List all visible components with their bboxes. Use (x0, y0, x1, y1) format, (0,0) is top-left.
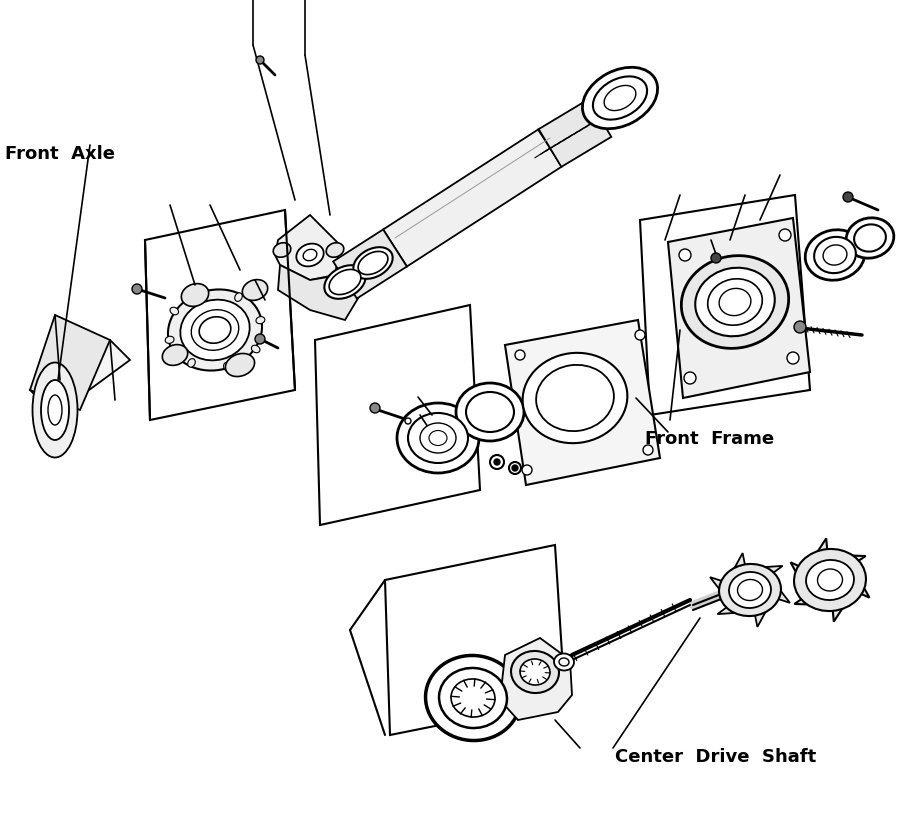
Circle shape (370, 403, 380, 413)
Ellipse shape (806, 560, 854, 600)
Ellipse shape (180, 300, 250, 360)
Circle shape (132, 284, 142, 294)
Circle shape (405, 418, 411, 424)
Ellipse shape (251, 345, 260, 353)
Polygon shape (539, 99, 611, 167)
Polygon shape (383, 129, 562, 266)
Circle shape (684, 372, 696, 384)
Ellipse shape (738, 579, 762, 601)
Ellipse shape (719, 288, 751, 315)
Ellipse shape (408, 413, 468, 463)
Ellipse shape (187, 359, 196, 367)
Polygon shape (790, 539, 869, 622)
Circle shape (490, 455, 504, 469)
Polygon shape (505, 320, 660, 485)
Ellipse shape (303, 249, 317, 261)
Ellipse shape (199, 317, 231, 344)
Ellipse shape (466, 392, 514, 432)
Polygon shape (278, 265, 360, 320)
Polygon shape (30, 340, 130, 415)
Circle shape (679, 249, 691, 261)
Ellipse shape (32, 363, 77, 457)
Ellipse shape (805, 230, 865, 281)
Ellipse shape (48, 395, 62, 425)
Ellipse shape (223, 362, 231, 371)
Text: Front  Axle: Front Axle (5, 145, 115, 163)
Polygon shape (668, 218, 810, 398)
Circle shape (779, 229, 791, 241)
Ellipse shape (326, 242, 344, 257)
Ellipse shape (520, 659, 550, 685)
Ellipse shape (729, 572, 771, 608)
Circle shape (711, 253, 721, 263)
Circle shape (794, 321, 806, 333)
Ellipse shape (199, 289, 206, 298)
Polygon shape (710, 553, 790, 627)
Ellipse shape (707, 279, 762, 325)
Ellipse shape (817, 569, 842, 591)
Ellipse shape (181, 284, 209, 306)
Ellipse shape (242, 280, 268, 300)
Ellipse shape (582, 67, 658, 129)
Ellipse shape (593, 76, 647, 120)
Ellipse shape (605, 85, 636, 110)
Ellipse shape (554, 653, 574, 671)
Circle shape (255, 334, 265, 344)
Ellipse shape (429, 431, 447, 446)
Ellipse shape (815, 237, 856, 273)
Ellipse shape (397, 403, 479, 473)
Ellipse shape (225, 354, 255, 377)
Ellipse shape (273, 242, 291, 257)
Polygon shape (333, 229, 407, 299)
Ellipse shape (559, 658, 569, 666)
Circle shape (256, 56, 264, 64)
Ellipse shape (358, 251, 388, 275)
Circle shape (635, 330, 645, 340)
Ellipse shape (329, 270, 361, 295)
Ellipse shape (235, 293, 242, 301)
Circle shape (522, 465, 532, 475)
Polygon shape (275, 215, 340, 280)
Ellipse shape (420, 423, 456, 453)
Ellipse shape (191, 310, 239, 350)
Circle shape (515, 350, 525, 360)
Ellipse shape (168, 290, 262, 370)
Ellipse shape (511, 651, 559, 693)
Ellipse shape (170, 307, 178, 315)
Circle shape (843, 192, 853, 202)
Polygon shape (500, 638, 572, 720)
Ellipse shape (41, 380, 69, 440)
Text: Center  Drive  Shaft: Center Drive Shaft (615, 748, 816, 766)
Ellipse shape (523, 353, 627, 443)
Ellipse shape (324, 266, 366, 299)
Ellipse shape (256, 316, 265, 324)
Ellipse shape (824, 245, 847, 265)
Text: Front  Frame: Front Frame (645, 430, 774, 448)
Circle shape (787, 352, 799, 364)
Ellipse shape (439, 668, 507, 728)
Ellipse shape (719, 564, 781, 616)
Circle shape (512, 465, 518, 471)
Ellipse shape (794, 549, 866, 611)
Ellipse shape (451, 679, 495, 717)
Ellipse shape (425, 656, 521, 740)
Ellipse shape (696, 268, 775, 336)
Ellipse shape (536, 365, 614, 431)
Ellipse shape (456, 383, 524, 441)
Ellipse shape (162, 344, 187, 365)
Ellipse shape (296, 244, 323, 266)
Ellipse shape (353, 247, 393, 279)
Ellipse shape (846, 217, 894, 258)
Polygon shape (30, 315, 110, 410)
Circle shape (509, 462, 521, 474)
Ellipse shape (165, 336, 174, 344)
Ellipse shape (854, 224, 886, 251)
Circle shape (494, 459, 500, 465)
Circle shape (643, 445, 653, 455)
Ellipse shape (681, 256, 788, 349)
